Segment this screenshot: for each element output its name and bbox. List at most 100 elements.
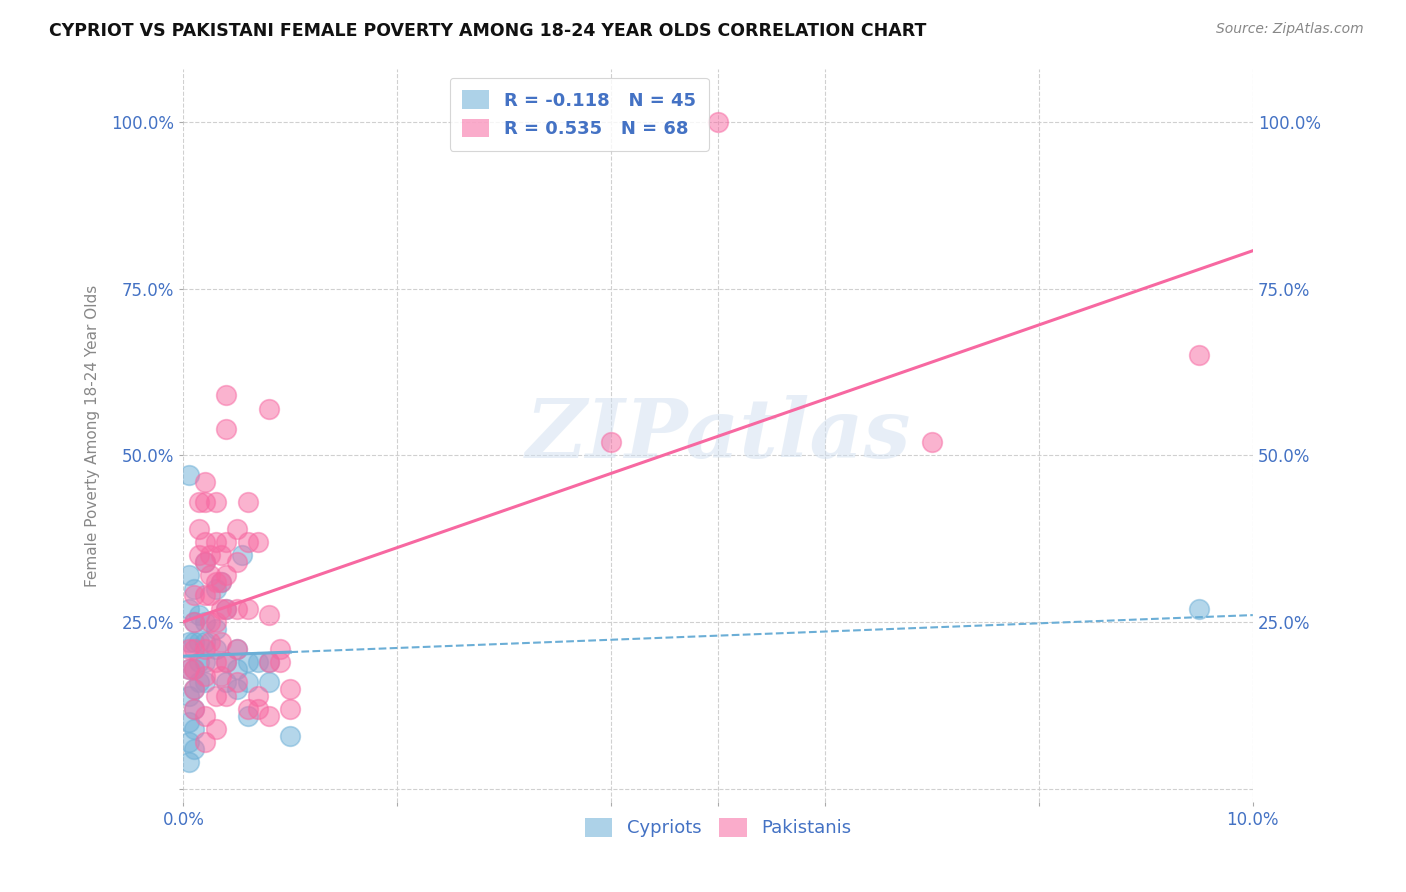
Point [204, 615, 226, 629]
Point [209, 575, 232, 590]
Point [188, 495, 211, 509]
Point [231, 549, 253, 563]
Point [247, 702, 270, 716]
Point [215, 602, 238, 616]
Point [204, 575, 226, 590]
Point [183, 641, 205, 656]
Point [194, 708, 217, 723]
Point [247, 535, 270, 549]
Point [183, 662, 205, 676]
Point [204, 655, 226, 669]
Point [194, 495, 217, 509]
Point [204, 722, 226, 736]
Point [204, 689, 226, 703]
Point [177, 715, 200, 730]
Point [194, 655, 217, 669]
Point [188, 655, 211, 669]
Point [225, 555, 247, 569]
Point [257, 608, 280, 623]
Text: Source: ZipAtlas.com: Source: ZipAtlas.com [1216, 22, 1364, 37]
Point [236, 675, 259, 690]
Point [257, 675, 280, 690]
Point [215, 422, 238, 436]
Point [707, 115, 730, 129]
Point [225, 662, 247, 676]
Point [209, 668, 232, 682]
Y-axis label: Female Poverty Among 18-24 Year Olds: Female Poverty Among 18-24 Year Olds [86, 285, 100, 587]
Point [194, 735, 217, 749]
Point [194, 535, 217, 549]
Point [209, 602, 232, 616]
Point [236, 495, 259, 509]
Point [204, 582, 226, 596]
Point [225, 522, 247, 536]
Point [183, 635, 205, 649]
Point [215, 689, 238, 703]
Point [215, 388, 238, 402]
Point [921, 435, 943, 450]
Point [177, 735, 200, 749]
Point [215, 655, 238, 669]
Point [204, 495, 226, 509]
Point [188, 608, 211, 623]
Point [204, 622, 226, 636]
Point [177, 662, 200, 676]
Point [225, 602, 247, 616]
Point [204, 641, 226, 656]
Point [257, 708, 280, 723]
Point [188, 635, 211, 649]
Point [194, 641, 217, 656]
Point [194, 589, 217, 603]
Point [183, 702, 205, 716]
Point [183, 615, 205, 629]
Point [209, 549, 232, 563]
Point [236, 535, 259, 549]
Point [209, 635, 232, 649]
Point [194, 615, 217, 629]
Point [247, 689, 270, 703]
Point [183, 722, 205, 736]
Text: CYPRIOT VS PAKISTANI FEMALE POVERTY AMONG 18-24 YEAR OLDS CORRELATION CHART: CYPRIOT VS PAKISTANI FEMALE POVERTY AMON… [49, 22, 927, 40]
Point [280, 729, 302, 743]
Point [257, 655, 280, 669]
Point [236, 655, 259, 669]
Point [225, 681, 247, 696]
Point [280, 681, 302, 696]
Point [198, 615, 221, 629]
Point [183, 615, 205, 629]
Point [188, 549, 211, 563]
Point [194, 475, 217, 489]
Point [194, 555, 217, 569]
Point [194, 675, 217, 690]
Point [188, 675, 211, 690]
Point [204, 535, 226, 549]
Point [215, 602, 238, 616]
Point [188, 522, 211, 536]
Point [198, 635, 221, 649]
Point [194, 555, 217, 569]
Point [177, 689, 200, 703]
Point [177, 602, 200, 616]
Point [183, 589, 205, 603]
Point [269, 655, 291, 669]
Point [183, 742, 205, 756]
Point [183, 702, 205, 716]
Point [257, 655, 280, 669]
Point [600, 435, 623, 450]
Legend: Cypriots, Pakistanis: Cypriots, Pakistanis [578, 811, 858, 845]
Point [215, 568, 238, 582]
Point [247, 655, 270, 669]
Point [215, 655, 238, 669]
Point [225, 641, 247, 656]
Point [198, 568, 221, 582]
Point [177, 756, 200, 770]
Point [183, 582, 205, 596]
Point [209, 575, 232, 590]
Point [194, 668, 217, 682]
Point [215, 535, 238, 549]
Point [177, 568, 200, 582]
Point [257, 401, 280, 416]
Point [1188, 602, 1211, 616]
Point [236, 708, 259, 723]
Point [269, 641, 291, 656]
